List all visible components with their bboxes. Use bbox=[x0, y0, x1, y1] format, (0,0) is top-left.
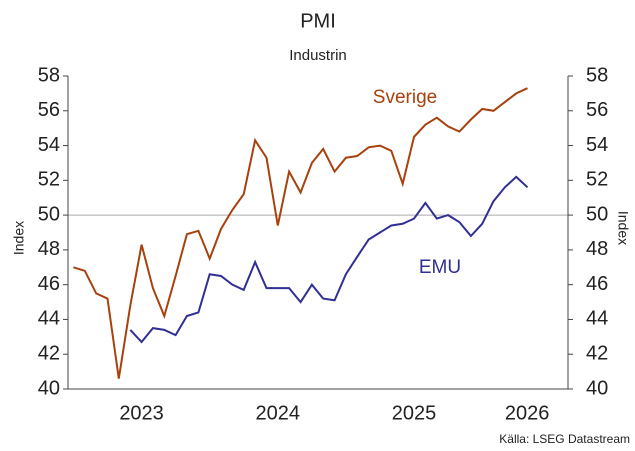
x-tick-label: 2023 bbox=[119, 402, 164, 424]
source: Källa: LSEG Datastream bbox=[499, 432, 630, 446]
x-tick-label: 2025 bbox=[392, 402, 437, 424]
y-tick-label: 40 bbox=[38, 377, 60, 399]
y2-tick-label: 54 bbox=[586, 134, 608, 156]
y-tick-label: 42 bbox=[38, 343, 60, 365]
chart-title: PMI bbox=[300, 10, 336, 32]
y-tick-label: 48 bbox=[38, 238, 60, 260]
y2-tick-label: 40 bbox=[586, 377, 608, 399]
series-label: EMU bbox=[419, 257, 461, 278]
y2-tick-label: 58 bbox=[586, 64, 608, 86]
series-line bbox=[73, 87, 528, 379]
y-tick-label: 58 bbox=[38, 64, 60, 86]
chart-subtitle: Industrin bbox=[289, 47, 347, 64]
y2-tick-label: 48 bbox=[586, 238, 608, 260]
y2-tick-label: 50 bbox=[586, 203, 608, 225]
x-tick-label: 2026 bbox=[505, 402, 550, 424]
y-tick-label: 50 bbox=[38, 203, 60, 225]
y-tick-label: 54 bbox=[38, 134, 60, 156]
y-tick-label: 56 bbox=[38, 99, 60, 121]
y-tick-label: 46 bbox=[38, 273, 60, 295]
y2-tick-label: 42 bbox=[586, 343, 608, 365]
y2-tick-label: 46 bbox=[586, 273, 608, 295]
y2-tick-label: 44 bbox=[586, 308, 608, 330]
x-tick-label: 2024 bbox=[256, 402, 301, 424]
y-axis-label: Index bbox=[11, 221, 27, 255]
y-tick-label: 52 bbox=[38, 169, 60, 191]
y2-axis-label: Index bbox=[615, 211, 631, 245]
y2-tick-label: 56 bbox=[586, 99, 608, 121]
y-tick-label: 44 bbox=[38, 308, 60, 330]
y2-tick-label: 52 bbox=[586, 169, 608, 191]
series-line bbox=[129, 175, 529, 344]
series-label: Sverige bbox=[373, 87, 437, 108]
